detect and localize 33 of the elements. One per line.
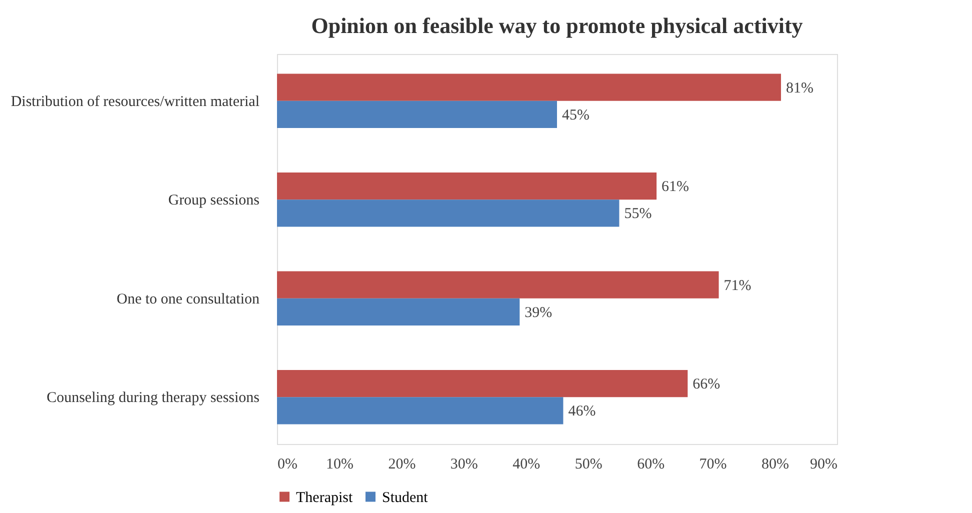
x-tick-label: 0% — [278, 456, 298, 472]
x-tick-label: 50% — [574, 456, 602, 472]
x-tick-label: 20% — [388, 456, 416, 472]
x-tick-label: 30% — [450, 456, 478, 472]
y-tick-label: One to one consultation — [116, 291, 260, 308]
data-label: 55% — [624, 206, 652, 222]
x-tick-label: 60% — [637, 456, 665, 472]
bar — [277, 397, 564, 424]
data-label: 71% — [724, 278, 752, 294]
bar — [277, 370, 688, 398]
x-tick-label: 90% — [810, 456, 838, 472]
x-tick-label: 80% — [762, 456, 790, 472]
y-tick-label: Group sessions — [168, 192, 260, 209]
x-tick-label: 40% — [512, 456, 540, 472]
legend-label: Therapist — [296, 490, 354, 506]
data-label: 46% — [568, 404, 596, 420]
bar — [277, 172, 657, 200]
bar — [277, 271, 719, 298]
bar — [277, 298, 520, 326]
data-label: 39% — [524, 304, 552, 321]
x-tick-label: 10% — [326, 456, 354, 472]
y-tick-label: Distribution of resources/written material — [10, 94, 260, 110]
bar — [277, 200, 620, 227]
chart-title: Opinion on feasible way to promote physical activity — [311, 13, 803, 38]
bar — [277, 74, 781, 101]
y-tick-label: Counseling during therapy sessions — [46, 390, 260, 406]
legend-label: Student — [382, 490, 429, 506]
bar — [277, 100, 557, 128]
data-label: 61% — [662, 179, 690, 196]
data-label: 45% — [562, 107, 590, 124]
x-tick-label: 70% — [699, 456, 727, 472]
data-label: 66% — [692, 376, 720, 393]
data-label: 81% — [786, 80, 814, 96]
